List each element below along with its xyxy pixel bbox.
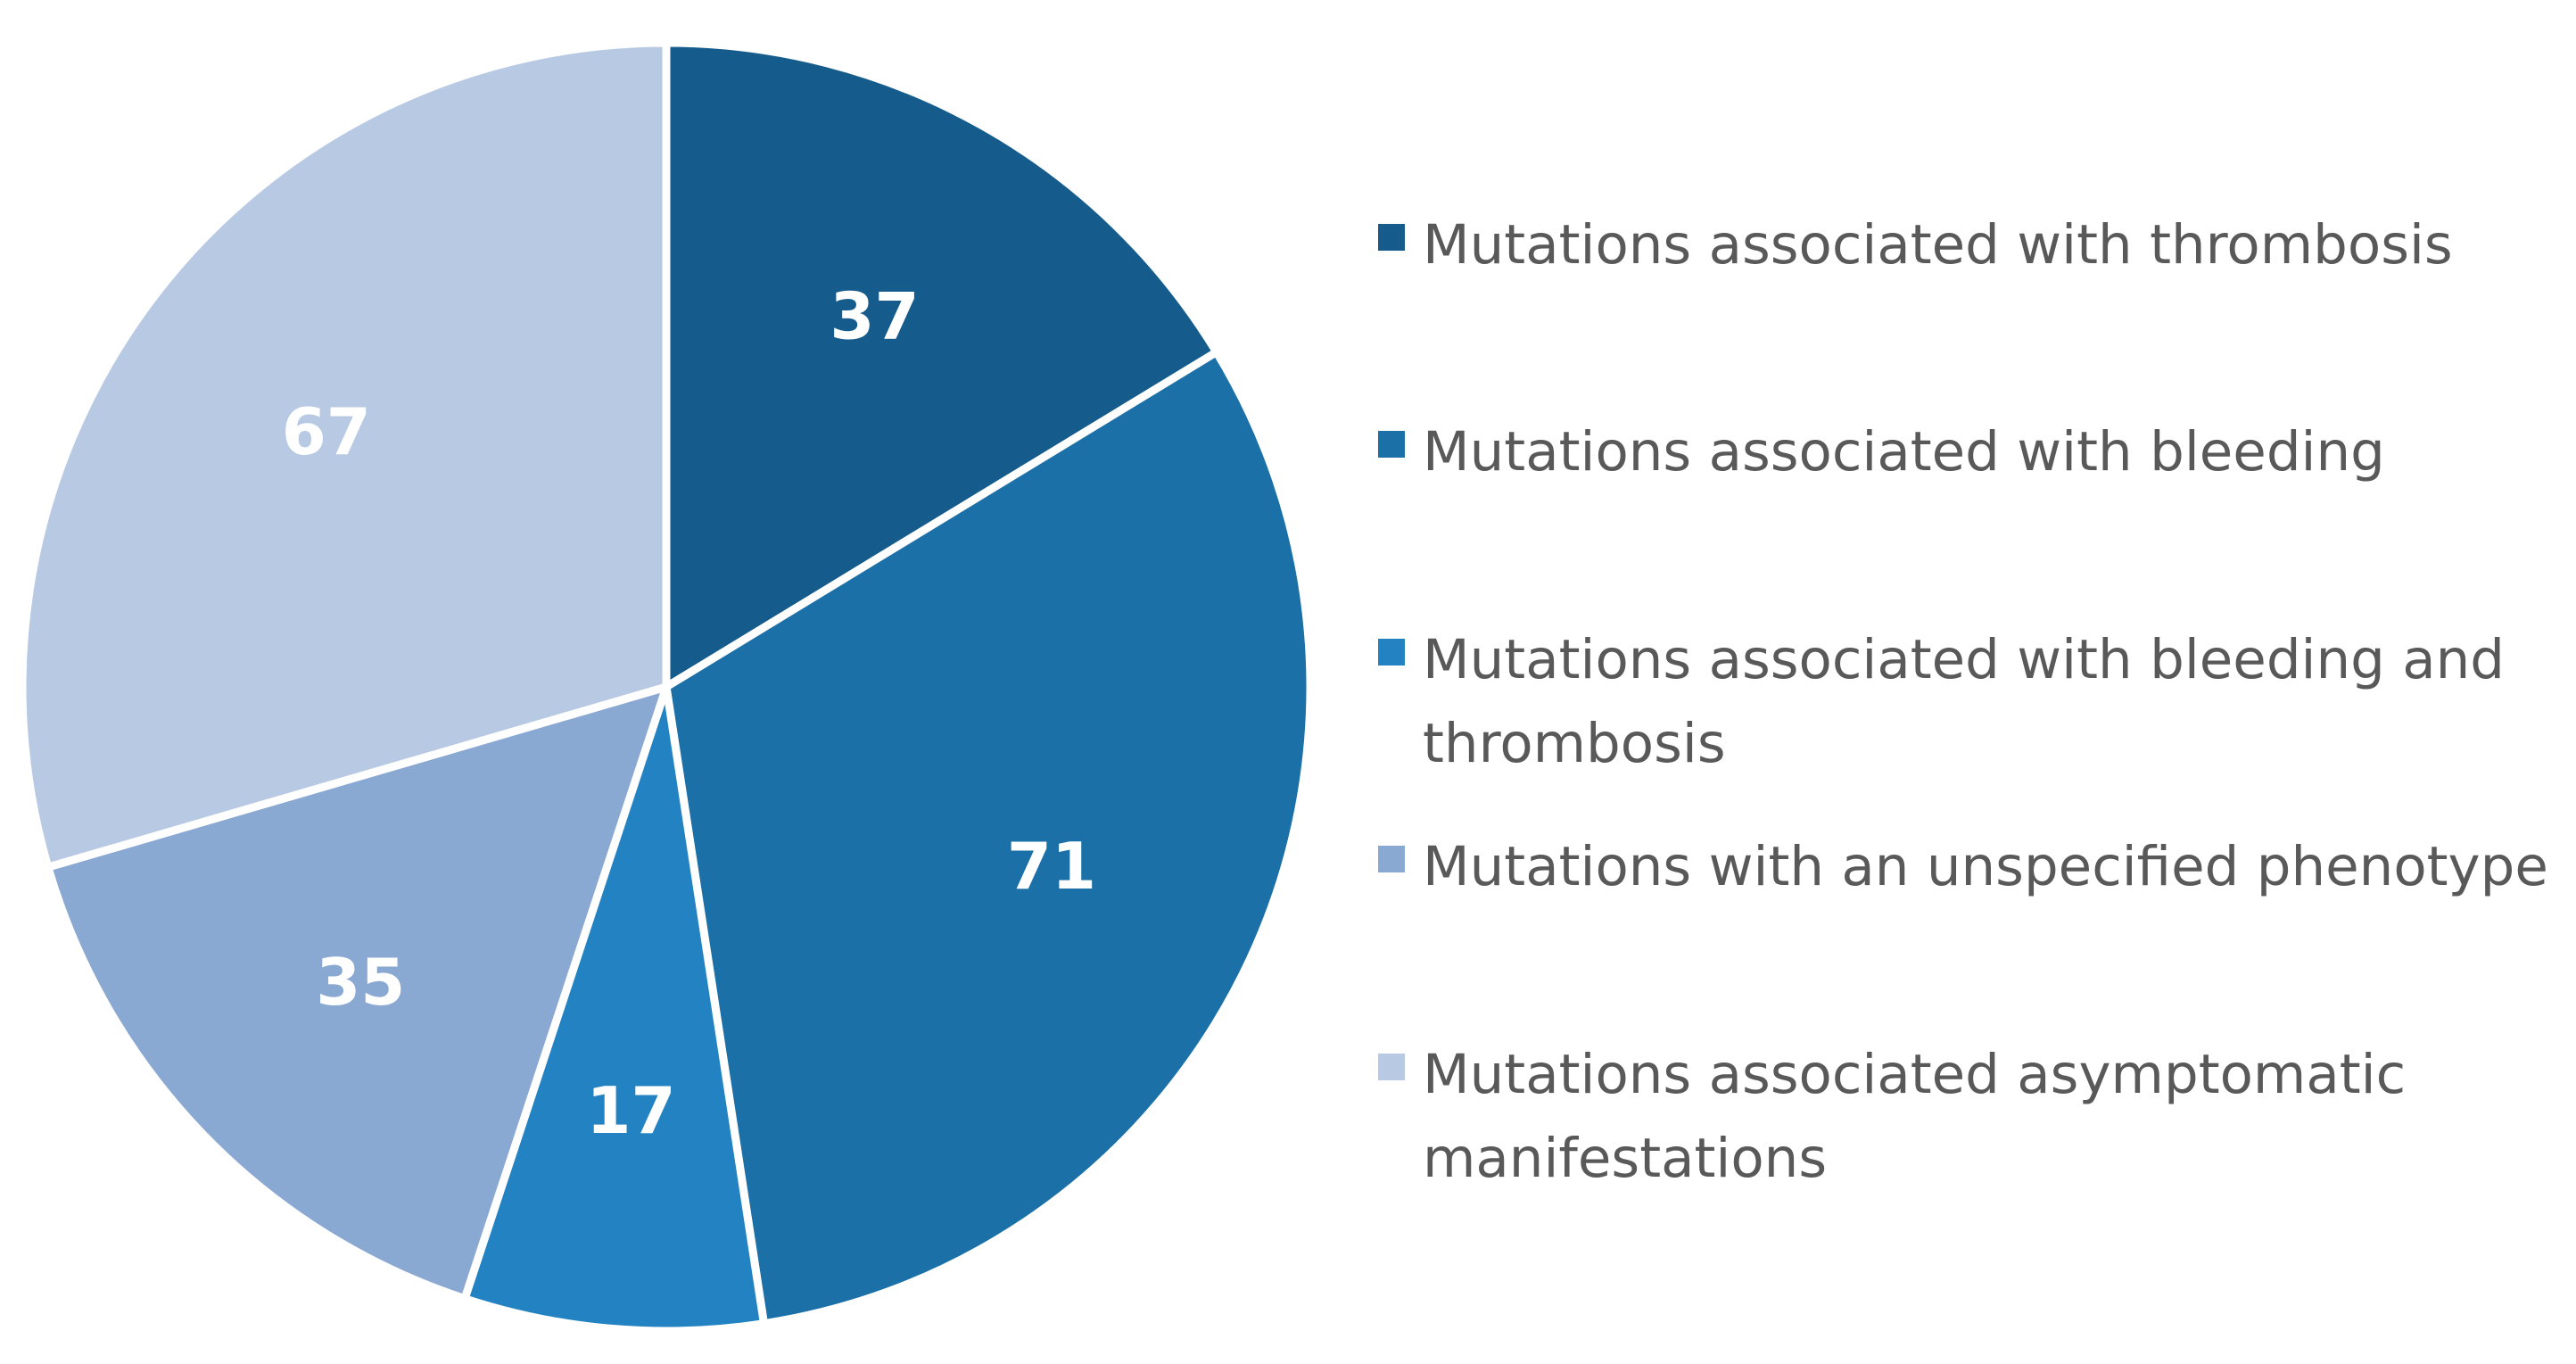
legend-label: Mutations with an unspecified phenotype xyxy=(1423,835,2548,898)
data-label-mutations-associated-with-thrombosis: 37 xyxy=(830,279,919,354)
pie-slice-mutations-associated-with-bleeding xyxy=(662,348,1315,1328)
legend-swatch xyxy=(1378,846,1405,872)
legend-label: Mutations associated with bleeding and xyxy=(1423,628,2505,691)
legend-item-mutations-associated-with-thrombosis: Mutations associated with thrombosis xyxy=(1378,213,2453,277)
pie-slice-mutations-associated-with-bleeding-and-thrombosis xyxy=(460,682,768,1335)
pie-slice-mutations-associated-with-thrombosis xyxy=(662,38,1221,691)
legend-item-mutations-associated-asymptomatic-manifestations: Mutations associated asymptomatic manifes… xyxy=(1378,1043,2406,1190)
legend-item-mutations-associated-with-bleeding-and-thrombosis: Mutations associated with bleeding and th… xyxy=(1378,628,2505,775)
legend-swatch xyxy=(1378,639,1405,665)
legend-label: Mutations associated asymptomatic xyxy=(1423,1043,2406,1106)
pie-slices xyxy=(18,38,1315,1335)
legend-label: Mutations associated with bleeding xyxy=(1423,420,2385,484)
legend-swatch xyxy=(1378,1054,1405,1080)
pie-data-labels: 37 71 17 35 67 xyxy=(282,279,1096,1148)
pie-slice-mutations-with-an-unspecified-phenotype xyxy=(44,682,671,1303)
legend-swatch xyxy=(1378,224,1405,251)
legend-item-mutations-with-an-unspecified-phenotype: Mutations with an unspecified phenotype xyxy=(1378,835,2548,898)
legend-swatch xyxy=(1378,431,1405,458)
legend-item-mutations-associated-with-bleeding: Mutations associated with bleeding xyxy=(1378,420,2385,484)
data-label-mutations-associated-with-bleeding: 71 xyxy=(1007,829,1096,904)
pie-slice-mutations-associated-asymptomatic-manifestations xyxy=(18,38,671,872)
data-label-mutations-with-an-unspecified-phenotype: 35 xyxy=(316,945,405,1020)
data-label-mutations-associated-asymptomatic-manifestations: 67 xyxy=(282,394,371,469)
legend-label: manifestations xyxy=(1423,1127,1827,1190)
legend: Mutations associated with thrombosis Muta… xyxy=(1378,213,2548,1190)
legend-label: thrombosis xyxy=(1423,712,1726,775)
data-label-mutations-associated-with-bleeding-and-thrombosis: 17 xyxy=(586,1073,675,1148)
legend-label: Mutations associated with thrombosis xyxy=(1423,213,2453,277)
